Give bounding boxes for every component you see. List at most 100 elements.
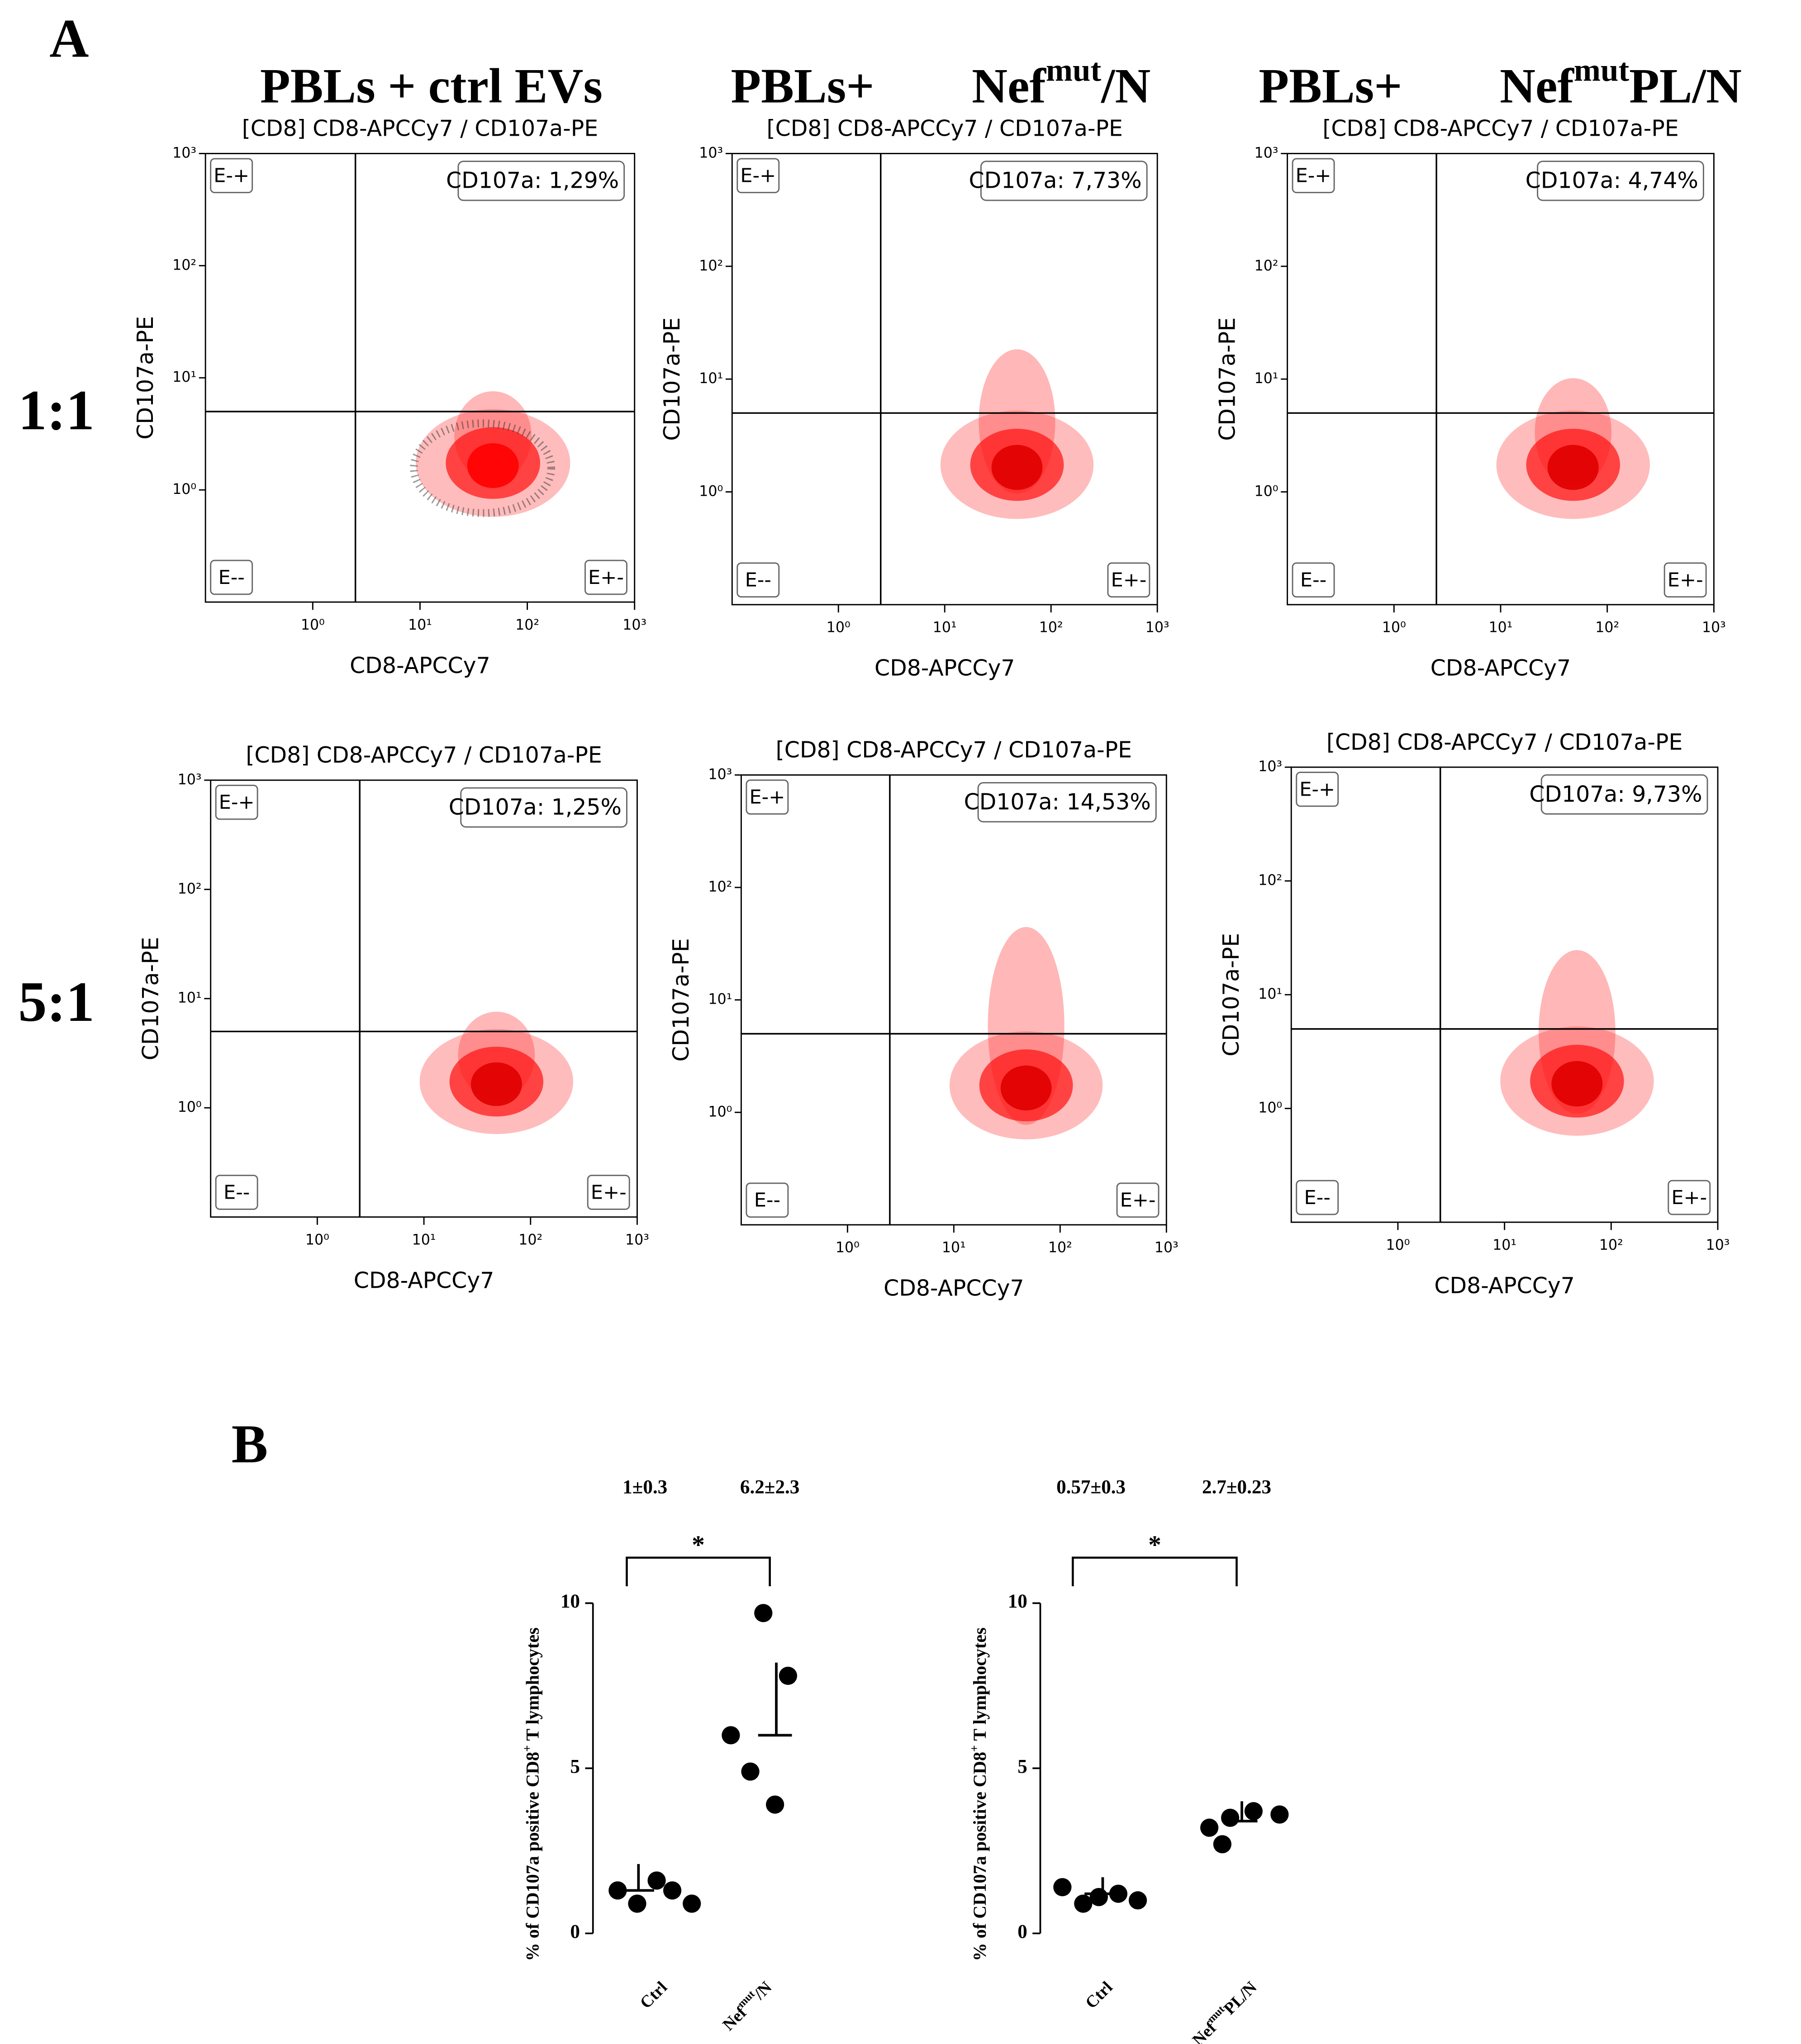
gate-label: CD107a: 4,74% (1525, 168, 1698, 194)
quadrant-label-box (1116, 1182, 1159, 1218)
quadrant-label-box (1296, 1180, 1339, 1215)
column-title-part: PBLs+ (1259, 59, 1402, 114)
x-tick-label: 10⁰ (1386, 1237, 1410, 1253)
row-label: 1:1 (18, 379, 95, 442)
panel-label: A (49, 9, 89, 69)
x-tick-label: 10² (1048, 1240, 1072, 1256)
annotation: 0.57±0.3 (1056, 1476, 1126, 1498)
quadrant-label-box (1663, 562, 1707, 598)
x-tick-label: 10³ (1145, 620, 1169, 636)
column-title: PBLs + ctrl EVs (260, 59, 603, 114)
quadrant-label: E-- (754, 1189, 780, 1212)
x-tick-label: 10⁰ (1382, 620, 1406, 636)
y-tick-label: 10² (172, 257, 196, 273)
data-point (1270, 1805, 1289, 1824)
y-axis-label: CD107a-PE (1218, 933, 1244, 1057)
column-title-part: mut (1046, 53, 1102, 88)
y-tick-label: 10 (1008, 1591, 1027, 1612)
plot-title: [CD8] CD8-APCCy7 / CD107a-PE (1326, 729, 1682, 755)
event-cloud (470, 1062, 522, 1106)
quadrant-label: E-+ (1299, 778, 1335, 801)
data-point (1089, 1888, 1108, 1906)
x-axis-label: CD8-APCCy7 (1430, 655, 1571, 681)
data-point (683, 1894, 701, 1913)
quadrant-label-box (1296, 772, 1339, 807)
data-point (1128, 1891, 1147, 1910)
plot-title: [CD8] CD8-APCCy7 / CD107a-PE (767, 116, 1123, 142)
data-point (722, 1726, 740, 1745)
y-axis-label-part: % of CD107a positive CD8 (523, 1752, 543, 1961)
y-tick-label: 10⁰ (708, 1104, 732, 1120)
y-tick-label: 10⁰ (699, 483, 723, 499)
x-tick-label: 10¹ (1489, 620, 1513, 636)
quadrant-label-box (1107, 562, 1150, 598)
quadrant-label-box (210, 158, 253, 194)
quadrant-label: E-+ (740, 165, 776, 187)
y-axis-label-part: + (968, 1745, 981, 1752)
quadrant-label: E-- (745, 569, 771, 592)
column-title-part: Nef (1500, 59, 1574, 114)
gate-label: CD107a: 9,73% (1529, 781, 1702, 807)
column-title-part: mut (1574, 53, 1630, 88)
y-tick-label: 10¹ (708, 991, 732, 1008)
x-tick-label: 10⁰ (301, 617, 325, 633)
quadrant-label-box (587, 1175, 630, 1210)
y-axis-label-part: T lymphocytes (969, 1627, 990, 1745)
y-tick-label: 10² (1258, 873, 1282, 889)
row-label: 5:1 (18, 970, 95, 1034)
gate-label-box (1537, 161, 1704, 201)
gate-label-box (460, 787, 627, 828)
y-tick-label: 10¹ (178, 990, 202, 1006)
gate-label: CD107a: 14,53% (964, 789, 1151, 815)
x-axis-label: CD8-APCCy7 (1434, 1273, 1575, 1299)
y-tick-label: 10¹ (1258, 986, 1282, 1002)
quadrant-label-box (746, 779, 789, 815)
x-tick-label: 10³ (1702, 620, 1726, 636)
x-tick-label: 10¹ (412, 1232, 436, 1248)
x-tick-label: 10³ (623, 617, 646, 633)
y-tick-label: 10³ (172, 145, 196, 161)
data-point (647, 1871, 666, 1890)
y-tick-label: 10⁰ (1258, 1100, 1282, 1116)
y-tick-label: 0 (1017, 1921, 1027, 1942)
y-tick-label: 10³ (178, 772, 202, 788)
quadrant-label-box (210, 560, 253, 595)
data-point (608, 1881, 627, 1900)
y-tick-label: 10³ (1258, 759, 1282, 775)
gate-label-box (980, 161, 1148, 201)
event-cloud (1551, 1061, 1603, 1107)
y-tick-label: 10¹ (1255, 370, 1278, 387)
y-tick-label: 10⁰ (178, 1099, 202, 1115)
x-tick-label: 10² (515, 617, 539, 633)
quadrant-label-box (215, 1175, 258, 1210)
y-tick-label: 5 (1017, 1756, 1027, 1777)
data-point (741, 1762, 760, 1781)
column-title-part: Nef (972, 59, 1046, 114)
x-tick-label: 10⁰ (827, 620, 851, 636)
x-tick-label: 10⁰ (305, 1232, 329, 1248)
x-tick-label: 10¹ (933, 620, 957, 636)
data-point (1221, 1808, 1240, 1827)
column-title-part: PL/N (1629, 59, 1742, 114)
event-cloud (1000, 1065, 1052, 1111)
significance-bracket (1072, 1556, 1238, 1586)
quadrant-label: E-- (1300, 569, 1326, 592)
y-tick-label: 10² (699, 258, 723, 274)
event-cloud (1547, 445, 1599, 490)
y-tick-label: 10 (561, 1591, 580, 1612)
significance-label: * (692, 1531, 705, 1559)
annotation: 2.7±0.23 (1202, 1476, 1271, 1498)
gate-label: CD107a: 7,73% (969, 168, 1142, 194)
quadrant-label: E-- (1304, 1186, 1331, 1209)
x-axis-label: CD8-APCCy7 (874, 655, 1015, 681)
significance-label: * (1148, 1531, 1161, 1559)
quadrant-label-box (1292, 158, 1335, 194)
y-axis-label: % of CD107a positive CD8+ T lymphocytes (968, 1627, 990, 1961)
data-point (1053, 1878, 1072, 1897)
column-title: PBLs+ NefmutPL/N (1259, 53, 1742, 114)
quadrant-label-box (737, 158, 780, 194)
plot-title: [CD8] CD8-APCCy7 / CD107a-PE (1322, 116, 1678, 142)
x-axis-label: CD8-APCCy7 (884, 1276, 1024, 1301)
significance-bracket (626, 1556, 771, 1586)
